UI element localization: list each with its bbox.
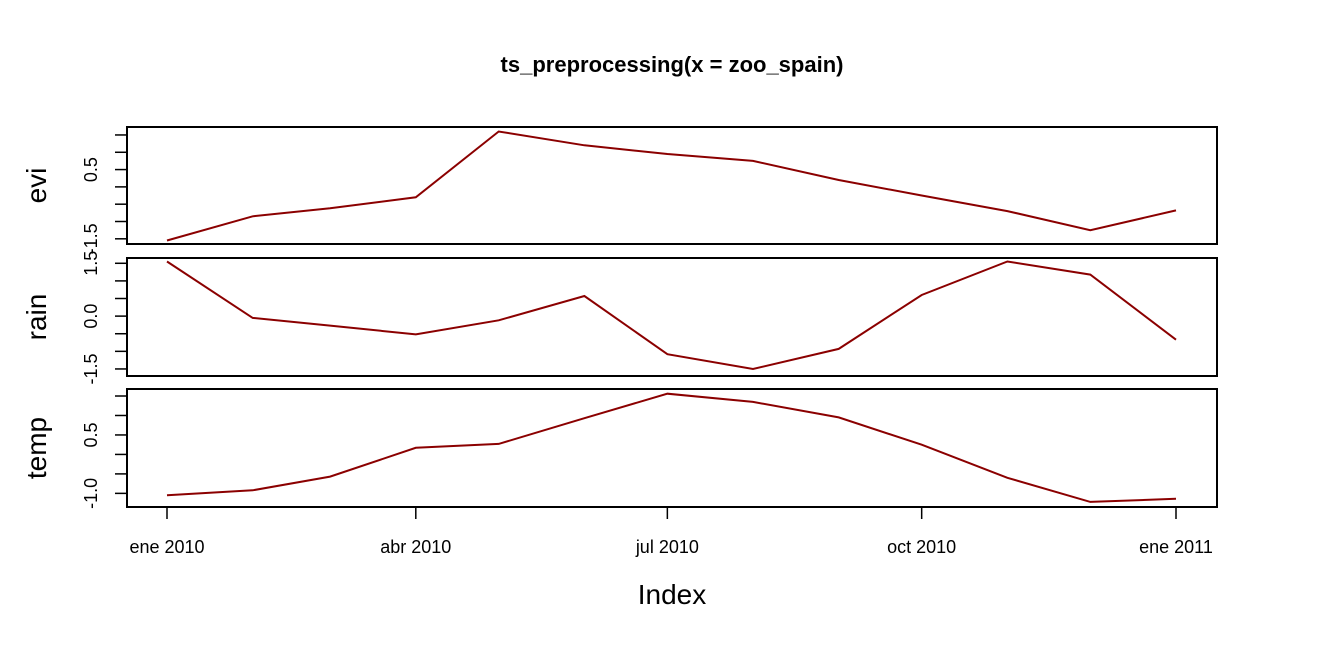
panel-evi: -1.5 0.5 evi bbox=[21, 126, 1218, 254]
y-tick-label-temp: -1.0 bbox=[81, 478, 101, 509]
chart-title: ts_preprocessing(x = zoo_spain) bbox=[501, 52, 844, 77]
series-line-temp bbox=[166, 392, 1177, 503]
x-tick-label: oct 2010 bbox=[887, 537, 956, 557]
panels-group: -1.5 0.5 evi -1.5 0.0 1.5 rain -1.0 0.5 temp bbox=[21, 126, 1218, 509]
x-tick-label: jul 2010 bbox=[635, 537, 699, 557]
panel-frame-evi bbox=[126, 126, 1218, 245]
y-tick-label-evi: -1.5 bbox=[81, 223, 101, 254]
y-axis-label-rain: rain bbox=[21, 294, 52, 341]
panel-rain: -1.5 0.0 1.5 rain bbox=[21, 251, 1218, 384]
y-tick-label-rain: -1.5 bbox=[81, 353, 101, 384]
y-axis-label-evi: evi bbox=[21, 168, 52, 204]
panel-frame-rain bbox=[126, 257, 1218, 377]
panel-temp: -1.0 0.5 temp bbox=[21, 388, 1218, 509]
x-tick-label: ene 2011 bbox=[1139, 537, 1213, 557]
y-tick-label-rain: 1.5 bbox=[81, 251, 101, 276]
y-tick-label-temp: 0.5 bbox=[81, 422, 101, 447]
y-tick-label-evi: 0.5 bbox=[81, 157, 101, 182]
x-tick-label: ene 2010 bbox=[129, 537, 204, 557]
y-tick-label-rain: 0.0 bbox=[81, 304, 101, 329]
x-axis-title: Index bbox=[638, 579, 707, 610]
x-axis: ene 2010 abr 2010 jul 2010 oct 2010 ene 2011 bbox=[129, 507, 1213, 557]
y-axis-label-temp: temp bbox=[21, 417, 52, 479]
x-tick-label: abr 2010 bbox=[380, 537, 451, 557]
series-line-evi bbox=[166, 130, 1177, 242]
series-line-rain bbox=[166, 260, 1177, 371]
panel-frame-temp bbox=[126, 388, 1218, 508]
